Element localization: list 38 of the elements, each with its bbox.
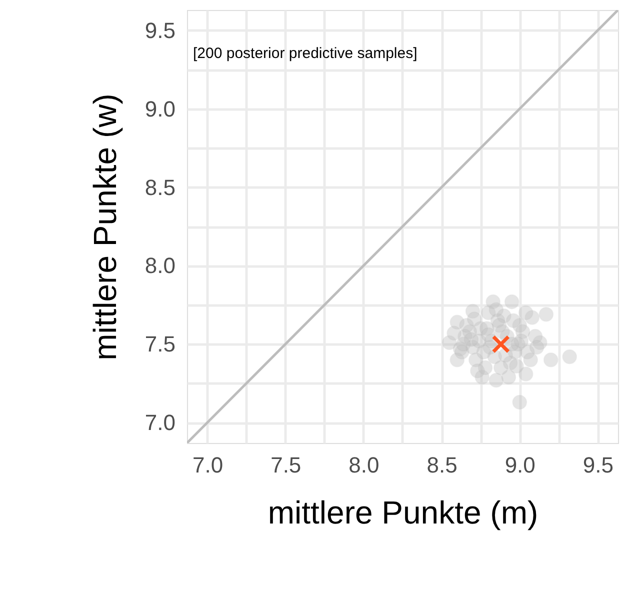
- x-tick-label: 9.0: [504, 452, 536, 478]
- point: [518, 305, 534, 320]
- point: [512, 394, 528, 410]
- x-tick-label: 9.5: [582, 452, 614, 478]
- point: [488, 302, 504, 318]
- point: [518, 366, 534, 382]
- point: [504, 336, 520, 352]
- annotation: [200 posterior predictive samples]: [193, 45, 418, 62]
- point: [492, 334, 510, 354]
- point: [509, 358, 524, 374]
- point: [446, 326, 462, 341]
- point: [488, 372, 504, 388]
- point: [476, 344, 492, 360]
- y-axis-title: mittlere Punkte (w): [86, 94, 123, 360]
- point: [562, 349, 577, 364]
- point: [466, 312, 482, 326]
- x-tick-label: 8.5: [426, 452, 458, 478]
- point: [493, 360, 508, 376]
- x-axis-title: mittlere Punkte (m): [268, 494, 538, 530]
- point: [543, 352, 558, 368]
- y-tick-label: 9.5: [144, 18, 176, 43]
- y-tick-label: 8.5: [144, 174, 176, 200]
- y-tick-label: 8.0: [144, 253, 176, 278]
- point: [480, 327, 496, 342]
- point: [506, 313, 521, 328]
- y-tick-label: 9.0: [144, 96, 176, 122]
- y-tick-label: 7.0: [144, 410, 176, 436]
- point: [529, 340, 544, 355]
- point: [470, 363, 485, 378]
- x-tick-label: 7.5: [270, 452, 302, 478]
- x-tick-label: 7.0: [192, 452, 224, 478]
- point: [523, 352, 538, 368]
- x-tick-label: 8.0: [348, 452, 380, 478]
- point: [492, 318, 507, 333]
- y-tick-label: 7.5: [144, 332, 176, 357]
- point: [504, 294, 520, 310]
- point: [538, 306, 554, 322]
- point: [456, 336, 471, 352]
